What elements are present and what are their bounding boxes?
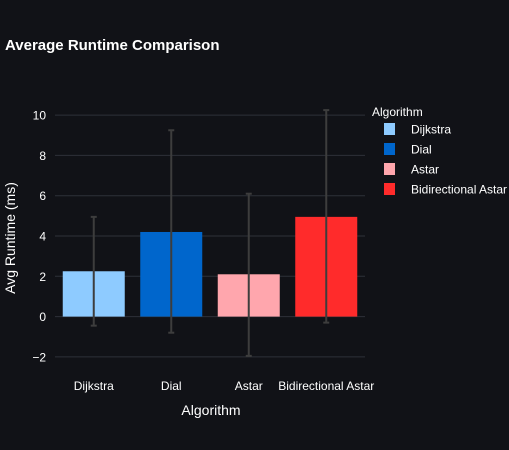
legend-label: Bidirectional Astar xyxy=(411,183,507,197)
legend-swatch xyxy=(384,163,395,175)
x-tick-label: Dial xyxy=(161,379,182,393)
legend-swatch xyxy=(384,143,395,155)
y-tick-label: −2 xyxy=(32,350,46,364)
legend-items: Dijkstra Dial Astar Bidirectional Astar xyxy=(384,123,507,197)
y-axis-label: Avg Runtime (ms) xyxy=(2,182,18,294)
legend-label: Dial xyxy=(411,143,432,157)
error-bar-layer xyxy=(90,109,330,357)
error-bar xyxy=(90,215,97,327)
legend-label: Dijkstra xyxy=(411,123,451,137)
legend-label: Astar xyxy=(411,163,439,177)
error-bar xyxy=(245,192,252,357)
chart-title: Average Runtime Comparison xyxy=(5,37,220,54)
y-tick-labels: −2 0 2 4 6 8 10 xyxy=(32,109,46,365)
legend-item[interactable]: Astar xyxy=(384,163,439,177)
y-tick-label: 4 xyxy=(39,230,46,244)
error-bar xyxy=(168,129,175,334)
legend: Algorithm Dijkstra Dial Astar Bidirectional… xyxy=(372,105,507,197)
error-bar xyxy=(323,109,330,324)
legend-item[interactable]: Dijkstra xyxy=(384,123,451,137)
legend-swatch xyxy=(384,123,395,135)
y-tick-label: 6 xyxy=(39,189,46,203)
legend-swatch xyxy=(384,183,395,195)
x-tick-label: Bidirectional Astar xyxy=(278,379,374,393)
legend-item[interactable]: Dial xyxy=(384,143,432,157)
legend-title: Algorithm xyxy=(372,105,423,119)
x-axis-label: Algorithm xyxy=(181,402,240,418)
y-tick-label: 10 xyxy=(33,109,47,123)
bar-layer xyxy=(62,216,358,317)
y-tick-label: 2 xyxy=(39,270,46,284)
x-tick-label: Astar xyxy=(235,379,263,393)
x-tick-labels: Dijkstra Dial Astar Bidirectional Astar xyxy=(74,379,375,393)
y-tick-label: 0 xyxy=(39,310,46,324)
legend-item[interactable]: Bidirectional Astar xyxy=(384,183,507,197)
y-tick-label: 8 xyxy=(39,149,46,163)
x-tick-label: Dijkstra xyxy=(74,379,114,393)
